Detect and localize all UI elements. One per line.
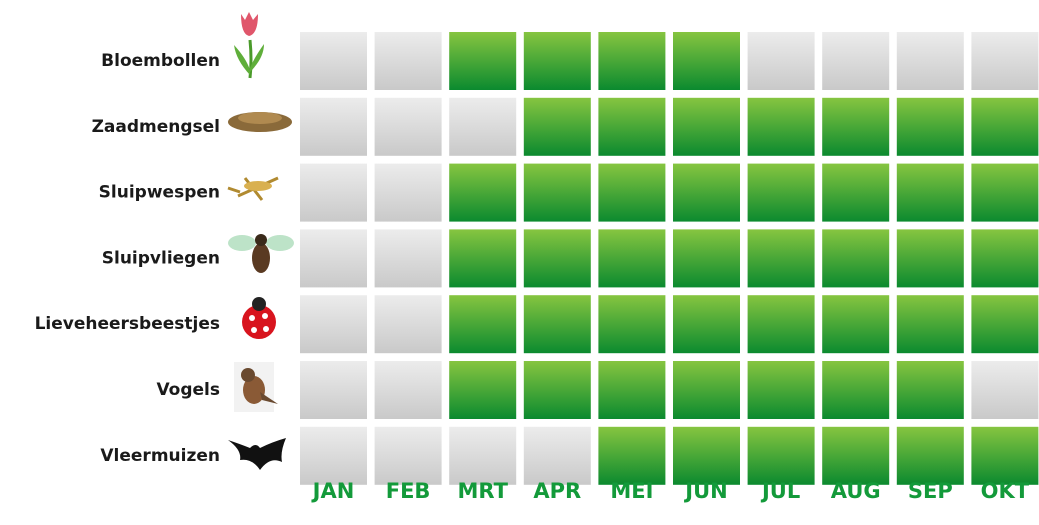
month-cell [673,361,740,419]
month-cell [449,32,516,90]
month-label: OKT [981,479,1030,503]
month-cell [971,164,1038,222]
month-cell [524,295,591,353]
month-cell [971,427,1038,485]
row-label: Vleermuizen [100,446,220,466]
month-cell [971,361,1038,419]
month-cell [598,164,665,222]
month-cell [300,229,367,287]
month-cell [375,164,442,222]
month-cell [822,164,889,222]
month-cell [673,32,740,90]
month-cell [897,427,964,485]
icon-bird [234,362,278,412]
row-label: Zaadmengsel [92,117,220,137]
icon-seeds [228,112,292,132]
month-cell [598,427,665,485]
month-cell [897,229,964,287]
month-cell [524,98,591,156]
month-label: MRT [457,479,508,503]
icon-tulip [234,12,264,78]
month-cell [598,361,665,419]
month-label: AUG [831,479,881,503]
month-label: FEB [386,479,431,503]
month-cell [375,98,442,156]
month-cell [673,427,740,485]
month-cell [449,98,516,156]
month-cell [598,32,665,90]
month-cell [375,229,442,287]
row-label: Sluipwespen [99,183,220,203]
month-cell [598,229,665,287]
month-cell [300,164,367,222]
month-cell [748,427,815,485]
month-cell [971,229,1038,287]
row-label: Vogels [156,380,220,400]
month-cell [449,361,516,419]
month-label: JUN [683,479,727,503]
month-cell [375,32,442,90]
month-cell [524,32,591,90]
month-cell [449,229,516,287]
month-cell [673,98,740,156]
month-cell [300,361,367,419]
icon-wasp [228,178,278,200]
month-cell [971,295,1038,353]
month-cell [449,164,516,222]
month-cell [300,98,367,156]
month-cell [748,164,815,222]
row-label: Lieveheersbeestjes [35,314,220,334]
month-cell [748,98,815,156]
month-cell [971,32,1038,90]
month-cell [375,427,442,485]
icon-bat [228,438,286,470]
month-cell [524,229,591,287]
month-cell [300,32,367,90]
month-cell [822,361,889,419]
month-cell [673,295,740,353]
month-cell [897,164,964,222]
icon-fly [228,234,294,273]
month-cell [822,427,889,485]
month-cell [897,98,964,156]
month-cell [524,361,591,419]
month-cell [375,295,442,353]
row-label: Bloembollen [101,51,220,71]
month-cell [897,32,964,90]
month-cell [449,427,516,485]
month-cell [748,361,815,419]
calendar-chart: Bloembollen Zaadmengsel Sluipwespen Sluipvl… [0,0,1039,525]
month-cell [300,427,367,485]
month-label: JUL [760,479,800,503]
month-cell [524,164,591,222]
month-cell [822,98,889,156]
icon-ladybug [242,297,276,339]
month-cell [449,295,516,353]
month-cell [897,295,964,353]
month-cell [673,229,740,287]
month-cell [598,98,665,156]
month-label: JAN [311,479,355,503]
month-cell [971,98,1038,156]
month-cell [748,295,815,353]
month-cell [897,361,964,419]
month-cell [673,164,740,222]
month-cell [375,361,442,419]
month-cell [300,295,367,353]
month-cell [822,229,889,287]
month-cell [822,32,889,90]
month-label: APR [533,479,581,503]
row-label: Sluipvliegen [102,248,220,268]
month-cell [822,295,889,353]
month-cell [524,427,591,485]
month-label: MEI [610,479,653,503]
month-cell [748,229,815,287]
month-label: SEP [908,479,953,503]
month-cell [748,32,815,90]
month-cell [598,295,665,353]
